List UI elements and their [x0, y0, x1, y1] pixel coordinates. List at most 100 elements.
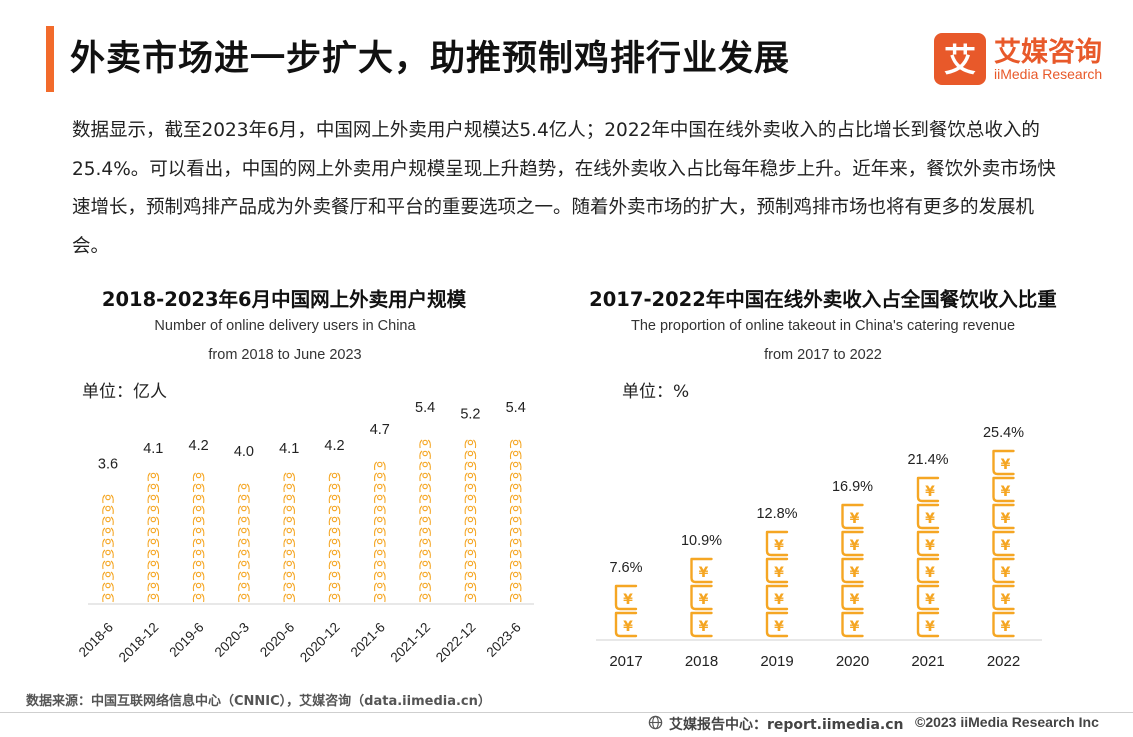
- yen-coin-icon: ¥: [992, 476, 1015, 503]
- person-icon: [509, 593, 522, 603]
- logo-text-cn: 艾媒咨询: [994, 37, 1102, 68]
- person-icon: [102, 527, 114, 537]
- data-source: 数据来源：中国互联网络信息中心（CNNIC），艾媒咨询（data.iimedia…: [26, 694, 491, 709]
- person-icon: [328, 505, 341, 515]
- person-icon: [192, 560, 205, 570]
- chart2-title: 2017-2022年中国在线外卖收入占全国餐饮收入比重: [589, 288, 1057, 311]
- yen-coin-icon: ¥: [765, 584, 789, 611]
- svg-text:¥: ¥: [850, 619, 860, 635]
- person-icon: [374, 582, 386, 592]
- yen-coin-icon: ¥: [916, 611, 940, 638]
- person-icon: [192, 505, 205, 515]
- svg-text:¥: ¥: [623, 619, 633, 635]
- chart1-bar: [464, 439, 477, 603]
- person-icon: [464, 505, 477, 515]
- chart1-bar: [238, 483, 250, 603]
- person-icon: [283, 560, 295, 570]
- svg-text:¥: ¥: [850, 511, 860, 527]
- chart1-tick-label: 2023-6: [483, 620, 523, 660]
- chart1-value-label: 4.7: [370, 422, 390, 438]
- chart1-value-label: 5.4: [506, 400, 526, 416]
- person-icon: [419, 450, 431, 460]
- chart2-tick-label: 2022: [987, 653, 1020, 670]
- svg-text:¥: ¥: [1001, 619, 1011, 635]
- chart1-tick-label: 2020-12: [297, 620, 343, 666]
- yen-coin-icon: ¥: [916, 584, 940, 611]
- person-icon: [192, 571, 205, 581]
- person-icon: [328, 472, 341, 482]
- logo-icon: 艾: [934, 33, 986, 85]
- person-icon: [192, 582, 205, 592]
- svg-text:¥: ¥: [1001, 484, 1011, 500]
- svg-text:¥: ¥: [699, 592, 709, 608]
- chart2-value-label: 16.9%: [832, 479, 873, 495]
- person-icon: [374, 505, 386, 515]
- svg-text:¥: ¥: [850, 592, 860, 608]
- chart2-subtitle-line2: from 2017 to 2022: [764, 347, 882, 363]
- person-icon: [374, 516, 386, 526]
- svg-text:¥: ¥: [774, 592, 784, 608]
- person-icon: [419, 549, 431, 559]
- person-icon: [147, 549, 160, 559]
- svg-text:¥: ¥: [925, 565, 935, 581]
- chart2-subtitle-line1: The proportion of online takeout in Chin…: [630, 318, 1016, 334]
- chart1-value-label: 4.2: [189, 438, 209, 454]
- person-icon: [147, 472, 160, 482]
- person-icon: [374, 538, 386, 548]
- page-title: 外卖市场进一步扩大，助推预制鸡排行业发展: [70, 39, 791, 79]
- person-icon: [238, 593, 250, 603]
- report-center-text: 艾媒报告中心：report.iimedia.cn: [669, 717, 904, 733]
- person-icon: [283, 472, 295, 482]
- person-icon: [509, 483, 522, 493]
- person-icon: [147, 516, 160, 526]
- chart1-tick-label: 2018-6: [76, 620, 116, 660]
- person-icon: [374, 461, 386, 471]
- person-icon: [464, 483, 477, 493]
- svg-text:¥: ¥: [1001, 565, 1011, 581]
- person-icon: [102, 505, 114, 515]
- svg-text:¥: ¥: [850, 538, 860, 554]
- person-icon: [238, 538, 250, 548]
- chart1-bar: [509, 439, 522, 603]
- yen-coin-icon: ¥: [992, 449, 1015, 476]
- person-icon: [328, 483, 341, 493]
- person-icon: [147, 593, 160, 603]
- yen-coin-icon: ¥: [690, 611, 713, 638]
- chart1-tick-label: 2021-6: [348, 620, 388, 660]
- person-icon: [464, 472, 477, 482]
- yen-coin-icon: ¥: [841, 503, 864, 530]
- chart1-bar: [192, 472, 205, 603]
- person-icon: [328, 538, 341, 548]
- footer-divider: [0, 712, 1133, 713]
- person-icon: [102, 593, 114, 603]
- yen-coin-icon: ¥: [992, 530, 1015, 557]
- chart2-bar: ¥ ¥ ¥ ¥ ¥ ¥ ¥: [992, 449, 1015, 638]
- person-icon: [328, 582, 341, 592]
- chart1-bar: [147, 472, 160, 603]
- person-icon: [283, 593, 295, 603]
- svg-text:¥: ¥: [774, 565, 784, 581]
- person-icon: [192, 494, 205, 504]
- person-icon: [283, 549, 295, 559]
- report-center: 艾媒报告中心：report.iimedia.cn: [648, 714, 904, 734]
- svg-text:¥: ¥: [623, 592, 633, 608]
- person-icon: [283, 571, 295, 581]
- chart1-bar: [419, 439, 431, 603]
- logo-text-en: iiMedia Research: [994, 66, 1103, 82]
- person-icon: [374, 527, 386, 537]
- person-icon: [102, 516, 114, 526]
- person-icon: [147, 505, 160, 515]
- person-icon: [464, 571, 477, 581]
- chart1-title: 2018-2023年6月中国网上外卖用户规模: [101, 288, 467, 311]
- yen-coin-icon: ¥: [841, 557, 864, 584]
- person-icon: [192, 549, 205, 559]
- chart2-value-label: 25.4%: [983, 425, 1024, 441]
- person-icon: [102, 571, 114, 581]
- svg-text:¥: ¥: [774, 538, 784, 554]
- person-icon: [509, 571, 522, 581]
- person-icon: [283, 538, 295, 548]
- person-icon: [419, 593, 431, 603]
- chart1-tick-label: 2021-12: [388, 620, 434, 666]
- yen-coin-icon: ¥: [992, 503, 1015, 530]
